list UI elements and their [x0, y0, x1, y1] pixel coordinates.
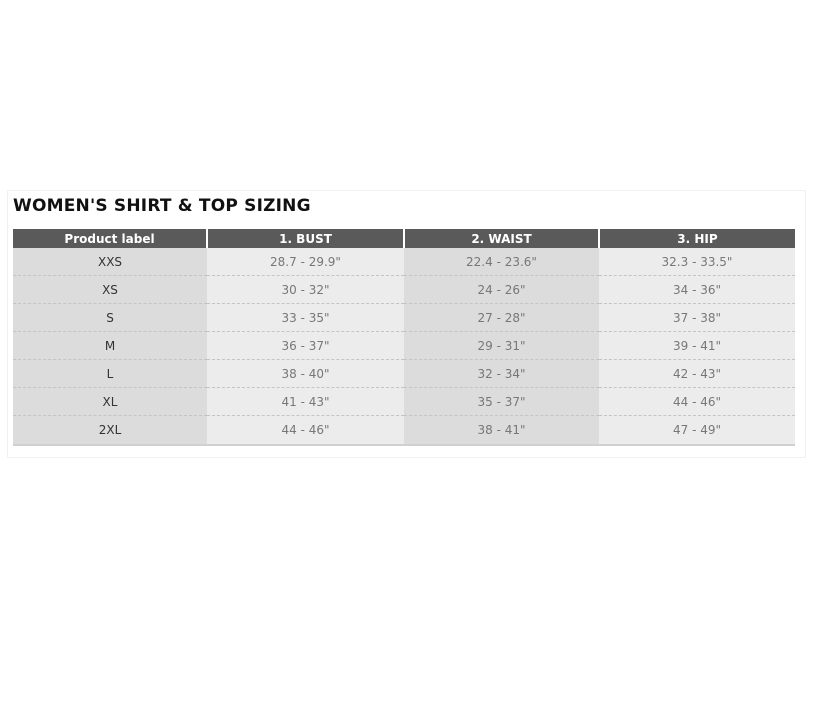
- measurement-cell: 27 - 28": [404, 303, 599, 332]
- size-label-cell: XXS: [13, 248, 207, 276]
- measurement-cell: 32.3 - 33.5": [599, 248, 795, 276]
- measurement-cell: 38 - 41": [404, 415, 599, 446]
- measurement-cell: 33 - 35": [207, 303, 404, 332]
- measurement-cell: 41 - 43": [207, 387, 404, 416]
- measurement-cell: 44 - 46": [207, 415, 404, 446]
- measurement-cell: 22.4 - 23.6": [404, 248, 599, 276]
- column-header: 2. WAIST: [403, 229, 599, 248]
- column-header: Product label: [13, 229, 207, 248]
- measurement-cell: 47 - 49": [599, 415, 795, 446]
- header-row: Product label 1. BUST 2. WAIST 3. HIP: [13, 229, 795, 248]
- measurement-cell: 44 - 46": [599, 387, 795, 416]
- table-row: XL 41 - 43" 35 - 37" 44 - 46": [13, 387, 795, 416]
- measurement-cell: 36 - 37": [207, 331, 404, 360]
- measurement-cell: 34 - 36": [599, 275, 795, 304]
- size-label-cell: XL: [13, 387, 207, 416]
- measurement-cell: 35 - 37": [404, 387, 599, 416]
- table-row: S 33 - 35" 27 - 28" 37 - 38": [13, 303, 795, 332]
- measurement-cell: 37 - 38": [599, 303, 795, 332]
- measurement-cell: 24 - 26": [404, 275, 599, 304]
- table-row: XS 30 - 32" 24 - 26" 34 - 36": [13, 275, 795, 304]
- column-header: 3. HIP: [598, 229, 795, 248]
- measurement-cell: 29 - 31": [404, 331, 599, 360]
- column-header: 1. BUST: [206, 229, 404, 248]
- measurement-cell: 38 - 40": [207, 359, 404, 388]
- size-chart-panel: [7, 190, 806, 458]
- size-label-cell: M: [13, 331, 207, 360]
- size-label-cell: XS: [13, 275, 207, 304]
- table-row: M 36 - 37" 29 - 31" 39 - 41": [13, 331, 795, 360]
- table-row: L 38 - 40" 32 - 34" 42 - 43": [13, 359, 795, 388]
- size-table: Product label 1. BUST 2. WAIST 3. HIP XXS 28…: [13, 229, 795, 446]
- size-label-cell: 2XL: [13, 415, 207, 446]
- page-title: WOMEN'S SHIRT & TOP SIZING: [13, 196, 311, 216]
- measurement-cell: 32 - 34": [404, 359, 599, 388]
- measurement-cell: 28.7 - 29.9": [207, 248, 404, 276]
- measurement-cell: 30 - 32": [207, 275, 404, 304]
- table-row: XXS 28.7 - 29.9" 22.4 - 23.6" 32.3 - 33.5": [13, 248, 795, 276]
- size-label-cell: S: [13, 303, 207, 332]
- size-label-cell: L: [13, 359, 207, 388]
- table-row: 2XL 44 - 46" 38 - 41" 47 - 49": [13, 415, 795, 446]
- measurement-cell: 42 - 43": [599, 359, 795, 388]
- measurement-cell: 39 - 41": [599, 331, 795, 360]
